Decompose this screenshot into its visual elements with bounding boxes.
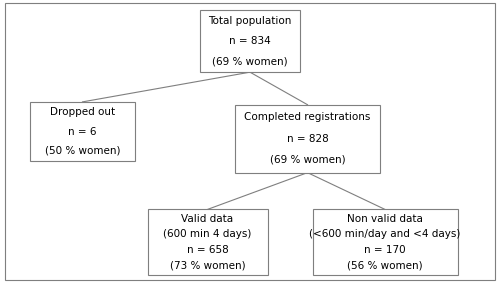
Bar (148, 209, 268, 275)
Text: n = 6: n = 6 (68, 127, 97, 137)
Text: n = 658: n = 658 (186, 245, 228, 255)
Bar (200, 10, 300, 72)
Bar (30, 102, 135, 161)
Text: Valid data: Valid data (182, 214, 234, 224)
Text: Total population: Total population (208, 16, 292, 26)
Text: n = 170: n = 170 (364, 245, 406, 255)
Bar (312, 209, 458, 275)
Text: n = 834: n = 834 (229, 36, 271, 46)
Text: (69 % women): (69 % women) (270, 155, 345, 165)
Text: (56 % women): (56 % women) (347, 260, 423, 270)
Text: (50 % women): (50 % women) (45, 146, 120, 156)
Text: (<600 min/day and <4 days): (<600 min/day and <4 days) (310, 229, 460, 239)
Text: Non valid data: Non valid data (347, 214, 423, 224)
Text: n = 828: n = 828 (286, 134, 329, 144)
Text: (600 min 4 days): (600 min 4 days) (164, 229, 252, 239)
Text: Completed registrations: Completed registrations (244, 112, 370, 123)
Text: (69 % women): (69 % women) (212, 56, 288, 67)
Text: (73 % women): (73 % women) (170, 260, 246, 270)
Text: Dropped out: Dropped out (50, 107, 115, 117)
Bar (235, 105, 380, 173)
